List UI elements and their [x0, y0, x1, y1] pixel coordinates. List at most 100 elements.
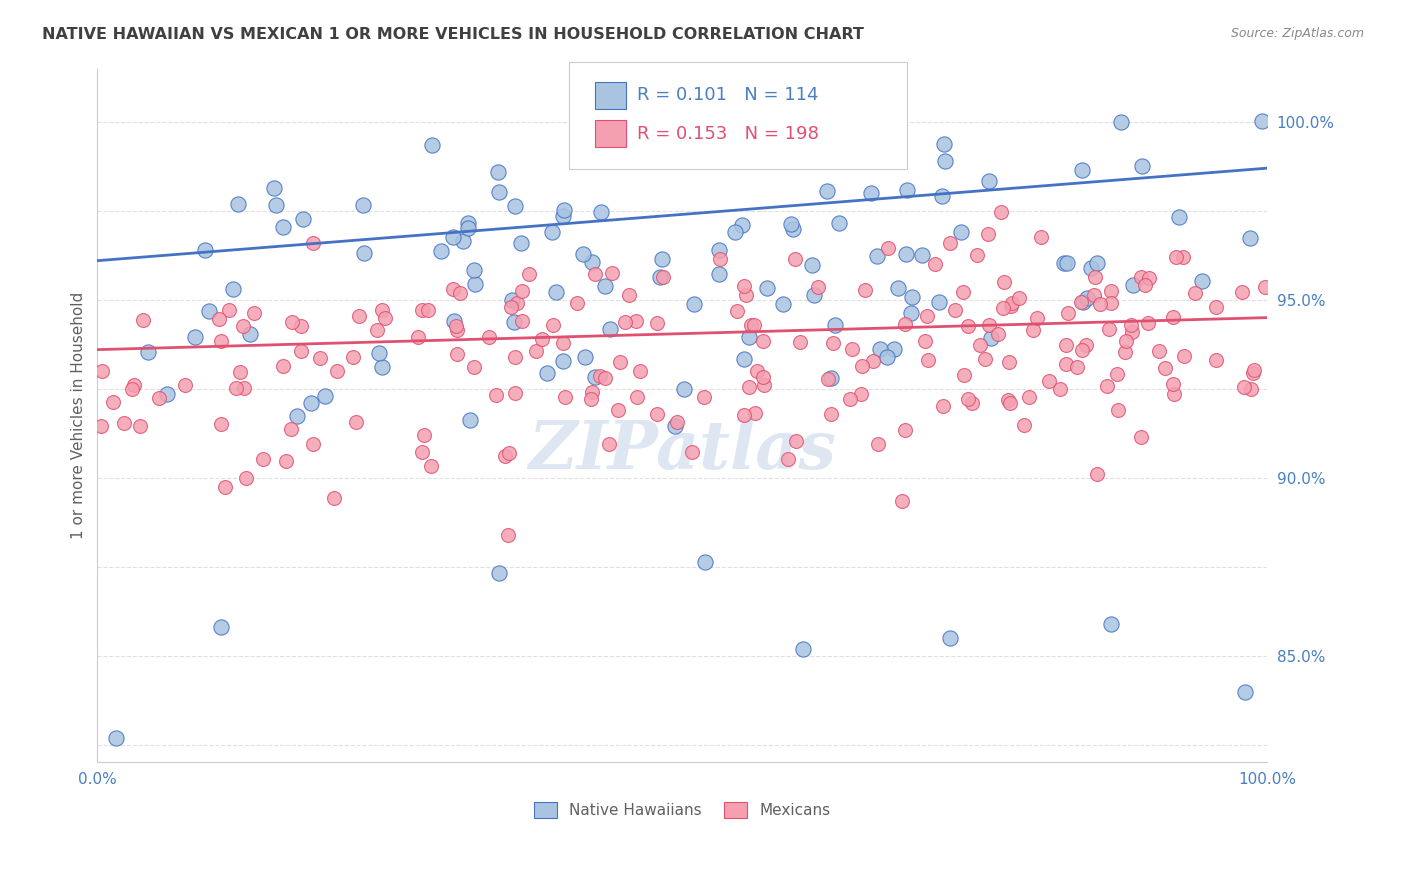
Point [406, 330, 429, 344]
Point [598, 437, 620, 451]
Point [614, 315, 637, 329]
Point [290, 318, 312, 333]
Point [322, 491, 344, 505]
Point [1241, 366, 1264, 380]
Point [735, 287, 758, 301]
Point [325, 363, 347, 377]
Point [891, 493, 914, 508]
Point [914, 334, 936, 348]
Point [1057, 306, 1080, 320]
Point [599, 322, 621, 336]
Point [785, 252, 807, 267]
Point [894, 423, 917, 437]
Point [977, 318, 1000, 333]
Point [932, 399, 955, 413]
Point [252, 452, 274, 467]
Point [979, 174, 1001, 188]
Point [499, 301, 522, 315]
Point [1080, 261, 1102, 276]
Point [530, 332, 553, 346]
Point [488, 186, 510, 200]
Point [498, 446, 520, 460]
Point [733, 409, 755, 423]
Point [209, 334, 232, 348]
Point [524, 344, 547, 359]
Point [581, 254, 603, 268]
Point [218, 302, 240, 317]
Point [121, 382, 143, 396]
Point [1070, 163, 1092, 178]
Point [693, 555, 716, 569]
Point [1056, 256, 1078, 270]
Point [271, 359, 294, 374]
Point [1163, 387, 1185, 401]
Point [602, 266, 624, 280]
Point [501, 293, 523, 307]
Point [939, 632, 962, 646]
Point [290, 343, 312, 358]
Point [228, 197, 250, 211]
Point [148, 391, 170, 405]
Point [665, 415, 688, 429]
Point [869, 343, 891, 357]
Point [868, 437, 890, 451]
Point [451, 234, 474, 248]
Point [928, 295, 950, 310]
Point [1000, 300, 1022, 314]
Point [583, 267, 606, 281]
Point [876, 241, 898, 255]
Point [1098, 322, 1121, 336]
Point [651, 252, 673, 266]
Point [901, 289, 924, 303]
Text: Source: ZipAtlas.com: Source: ZipAtlas.com [1230, 27, 1364, 40]
Point [302, 236, 325, 251]
Point [198, 304, 221, 318]
Point [966, 248, 988, 262]
Point [803, 288, 825, 302]
Point [738, 380, 761, 394]
Point [851, 359, 873, 373]
Point [1230, 285, 1253, 299]
Point [752, 334, 775, 348]
Point [243, 306, 266, 320]
Point [1129, 269, 1152, 284]
Point [772, 297, 794, 311]
Point [952, 285, 974, 299]
Point [742, 318, 765, 332]
Point [411, 302, 433, 317]
Point [441, 230, 464, 244]
Point [1038, 374, 1060, 388]
Point [734, 100, 756, 114]
Point [1084, 269, 1107, 284]
Point [932, 137, 955, 152]
Point [823, 335, 845, 350]
Point [229, 365, 252, 379]
Point [458, 412, 481, 426]
Point [734, 351, 756, 366]
Point [934, 154, 956, 169]
Point [752, 378, 775, 392]
Point [987, 326, 1010, 341]
Point [737, 330, 759, 344]
Point [581, 385, 603, 400]
Point [486, 165, 509, 179]
Point [839, 392, 862, 407]
Point [1166, 250, 1188, 264]
Point [1233, 380, 1256, 394]
Point [939, 235, 962, 250]
Point [449, 285, 471, 300]
Point [510, 314, 533, 328]
Point [1121, 325, 1143, 339]
Point [418, 303, 440, 318]
Point [1083, 288, 1105, 302]
Point [1054, 337, 1077, 351]
Point [900, 306, 922, 320]
Point [709, 252, 731, 266]
Point [780, 217, 803, 231]
Point [457, 221, 479, 235]
Point [990, 205, 1012, 219]
Point [239, 326, 262, 341]
Point [651, 270, 673, 285]
Point [1173, 349, 1195, 363]
Point [232, 319, 254, 334]
